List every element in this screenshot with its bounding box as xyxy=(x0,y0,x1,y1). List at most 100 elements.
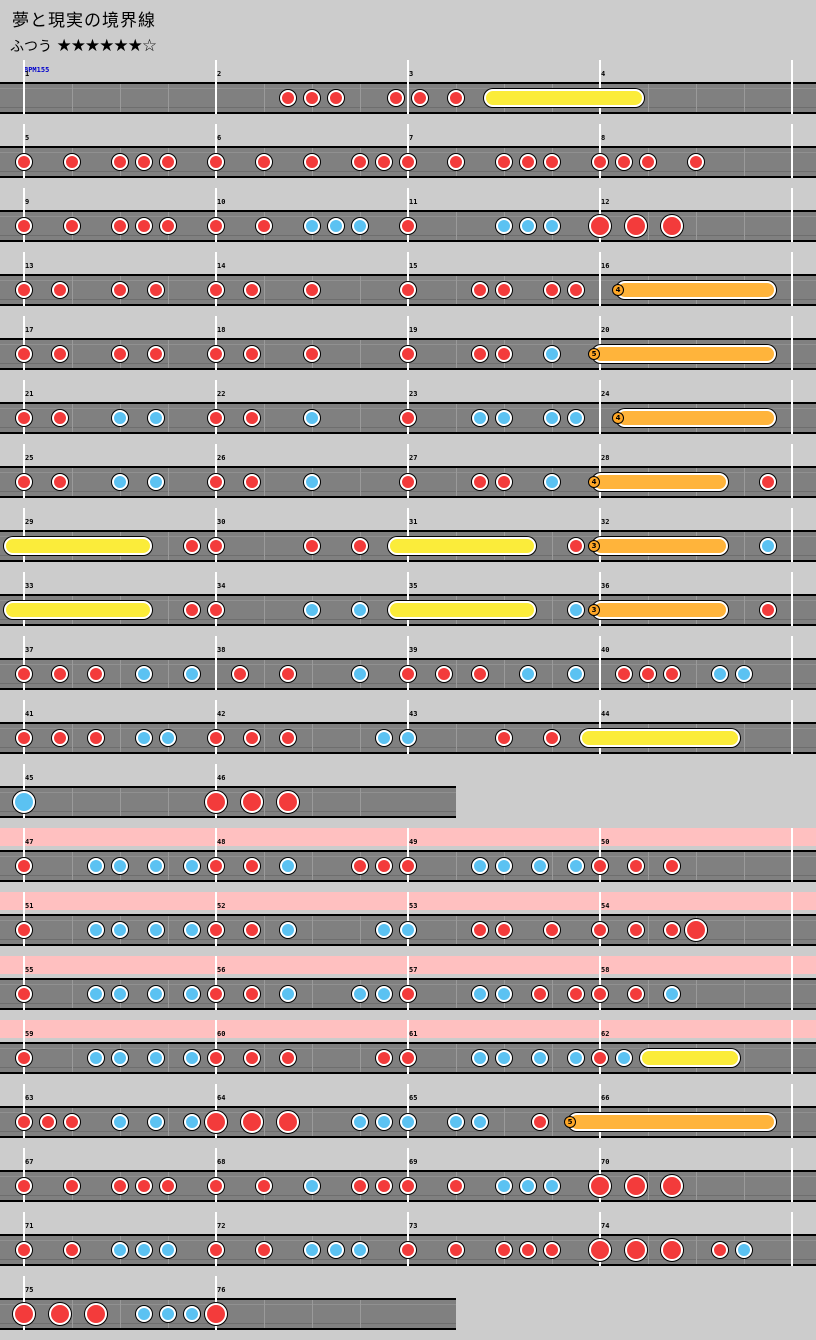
don-note xyxy=(520,1242,536,1258)
don-note xyxy=(16,1242,32,1258)
don-note xyxy=(436,666,452,682)
ka-note xyxy=(112,1242,128,1258)
ka-note xyxy=(568,410,584,426)
ka-note xyxy=(112,474,128,490)
beat-line xyxy=(72,852,73,880)
ka-note xyxy=(544,218,560,234)
big-don-note xyxy=(589,215,611,237)
measure-number: 63 xyxy=(25,1094,34,1102)
big-don-note xyxy=(277,791,299,813)
beat-line xyxy=(360,340,361,368)
big-ka-note xyxy=(13,791,35,813)
chart-row: 59 60 61 62 xyxy=(0,1020,816,1084)
ka-note xyxy=(184,666,200,682)
ka-note xyxy=(88,986,104,1002)
ka-note xyxy=(136,666,152,682)
measure-line xyxy=(215,956,217,1010)
beat-line xyxy=(264,276,265,304)
don-note xyxy=(280,730,296,746)
beat-line xyxy=(168,340,169,368)
measure-number: 50 xyxy=(601,838,610,846)
don-note xyxy=(496,282,512,298)
don-note xyxy=(148,346,164,362)
don-note xyxy=(16,858,32,874)
measure-number: 19 xyxy=(409,326,418,334)
don-note xyxy=(208,1178,224,1194)
ka-note xyxy=(304,1178,320,1194)
beat-line xyxy=(696,84,697,112)
don-note xyxy=(244,346,260,362)
ka-note xyxy=(88,858,104,874)
big-don-note xyxy=(49,1303,71,1325)
measure-line xyxy=(215,380,217,434)
measure-number: 43 xyxy=(409,710,418,718)
beat-line xyxy=(120,660,121,688)
beat-line xyxy=(168,276,169,304)
measure-number: 55 xyxy=(25,966,34,974)
don-note xyxy=(244,730,260,746)
don-note xyxy=(400,282,416,298)
don-note xyxy=(16,666,32,682)
don-note xyxy=(136,154,152,170)
ka-note xyxy=(112,410,128,426)
measure-number: 29 xyxy=(25,518,34,526)
ka-note xyxy=(664,986,680,1002)
ka-note xyxy=(112,858,128,874)
don-note xyxy=(448,1242,464,1258)
ka-note xyxy=(280,922,296,938)
beat-line xyxy=(360,1300,361,1328)
lane-track xyxy=(0,792,456,812)
don-note xyxy=(400,410,416,426)
don-note xyxy=(208,346,224,362)
beat-line xyxy=(168,1108,169,1136)
measure-number: 73 xyxy=(409,1222,418,1230)
measure-line xyxy=(791,636,793,690)
measure-line xyxy=(23,1212,25,1266)
ka-note xyxy=(496,1178,512,1194)
beat-line xyxy=(72,468,73,496)
beat-line xyxy=(552,660,553,688)
don-note xyxy=(16,1178,32,1194)
don-note xyxy=(628,986,644,1002)
don-note xyxy=(352,154,368,170)
measure-number: 76 xyxy=(217,1286,226,1294)
don-note xyxy=(244,474,260,490)
don-note xyxy=(256,154,272,170)
measure-line xyxy=(407,124,409,178)
measure-number: 75 xyxy=(25,1286,34,1294)
don-note xyxy=(244,282,260,298)
don-note xyxy=(232,666,248,682)
don-note xyxy=(16,922,32,938)
don-note xyxy=(208,922,224,938)
don-note xyxy=(16,218,32,234)
don-note xyxy=(544,1242,560,1258)
measure-line xyxy=(791,1212,793,1266)
difficulty-stars: ★★★★★★☆ xyxy=(56,36,157,56)
beat-line xyxy=(648,1236,649,1264)
beat-line xyxy=(648,1172,649,1200)
measure-line xyxy=(599,252,601,306)
ka-note xyxy=(544,474,560,490)
measure-line xyxy=(23,636,25,690)
don-note xyxy=(52,410,68,426)
don-note xyxy=(16,410,32,426)
don-note xyxy=(208,410,224,426)
ka-note xyxy=(376,1114,392,1130)
beat-line xyxy=(744,916,745,944)
chart-row: 41 42 43 44 xyxy=(0,700,816,764)
drumroll-note xyxy=(484,89,644,107)
measure-number: 30 xyxy=(217,518,226,526)
measure-number: 40 xyxy=(601,646,610,654)
ka-note xyxy=(568,666,584,682)
measure-line xyxy=(599,60,601,114)
big-don-note xyxy=(85,1303,107,1325)
ka-note xyxy=(136,1242,152,1258)
big-don-note xyxy=(625,1175,647,1197)
beat-line xyxy=(168,852,169,880)
big-don-note xyxy=(625,215,647,237)
measure-line xyxy=(791,892,793,946)
big-don-note xyxy=(241,791,263,813)
measure-number: 59 xyxy=(25,1030,34,1038)
don-note xyxy=(400,154,416,170)
don-note xyxy=(688,154,704,170)
